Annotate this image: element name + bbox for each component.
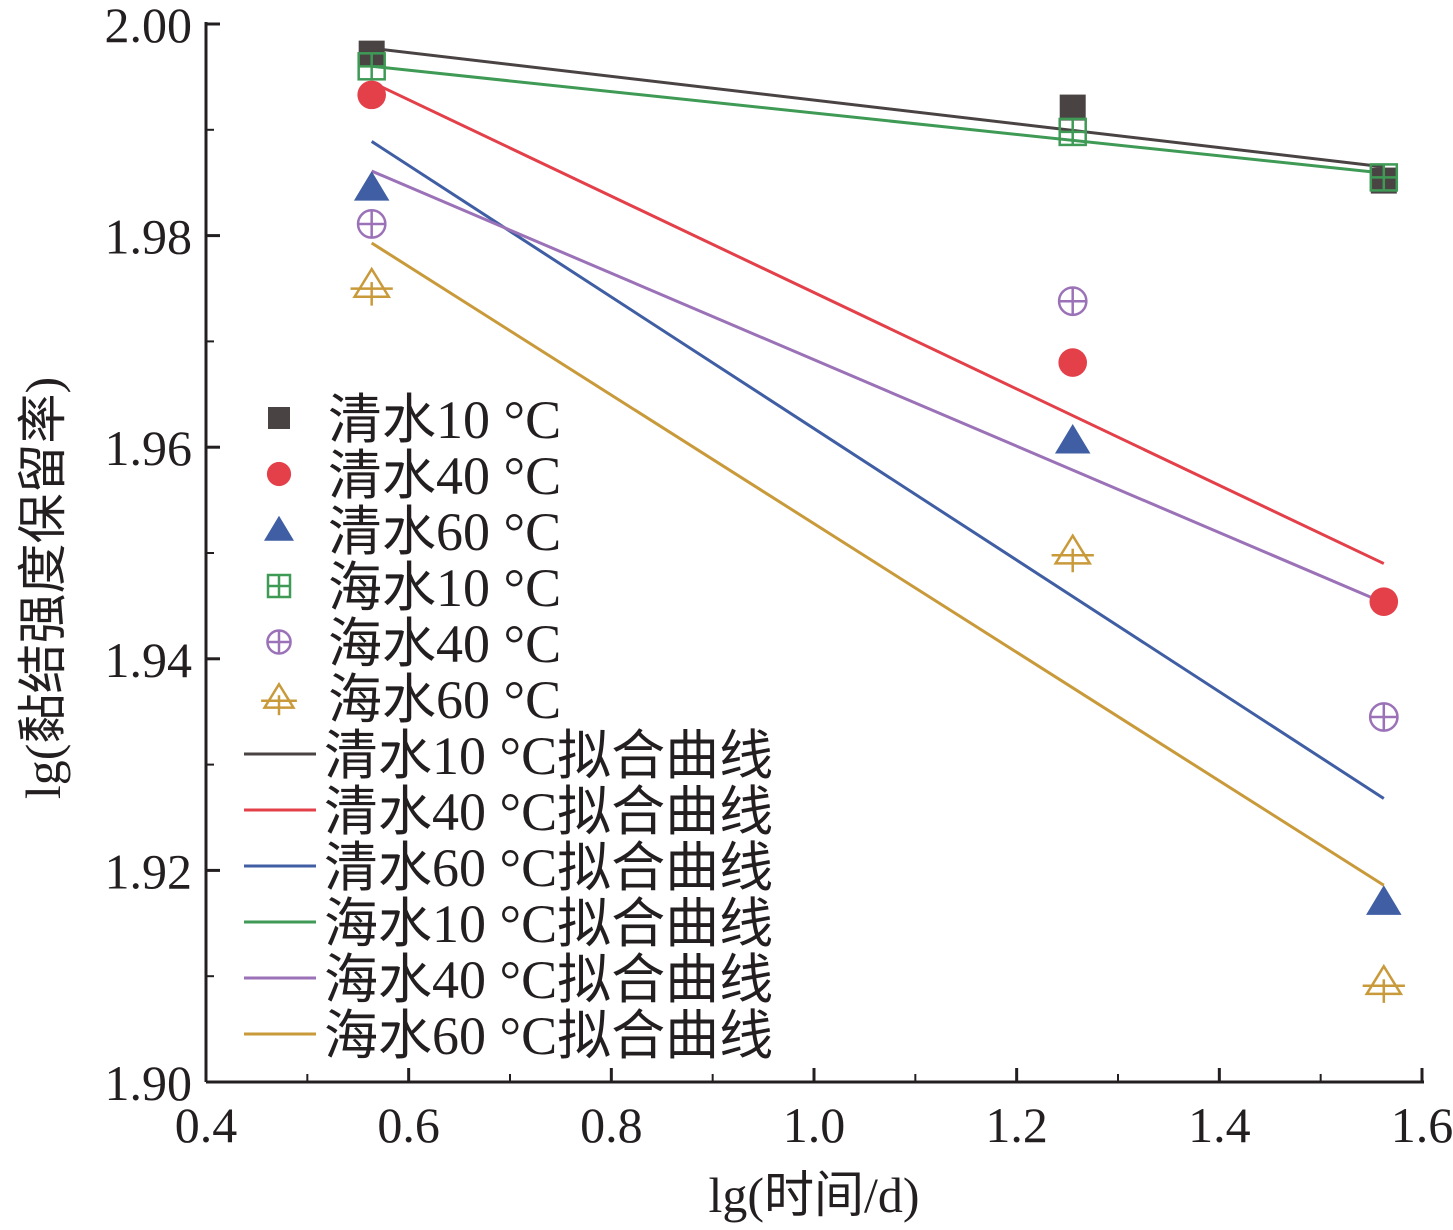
chart-axes: 0.4 0.6 0.8 1.0 1.2 1.4 1.6 1.90 1.92 1.94 1.96 1.9… <box>105 0 1453 1153</box>
data-point <box>1058 348 1088 377</box>
x-tick-label: 0.4 <box>175 1097 238 1153</box>
fit-line <box>371 46 1384 169</box>
x-tick-label: 1.2 <box>985 1097 1048 1153</box>
legend-label: 海水40 °C拟合曲线 <box>324 950 773 1010</box>
legend-marker <box>266 573 292 599</box>
legend-label: 清水40 °C拟合曲线 <box>324 782 773 842</box>
legend-marker <box>266 629 292 655</box>
data-point <box>1362 963 1405 1003</box>
fit-lines <box>370 46 1385 887</box>
data-point <box>1054 423 1091 454</box>
data-point <box>1369 587 1399 616</box>
data-point <box>1368 702 1399 732</box>
legend-label: 清水10 °C拟合曲线 <box>324 726 773 786</box>
fit-line <box>371 64 1384 175</box>
legend-label: 清水10 °C <box>328 390 561 450</box>
x-tick-label: 0.6 <box>377 1097 440 1153</box>
legend-label: 海水60 °C拟合曲线 <box>324 1006 773 1066</box>
y-tick-label: 1.96 <box>105 420 193 476</box>
fit-line <box>370 140 1385 800</box>
data-point <box>1366 885 1402 915</box>
legend-label: 海水10 °C <box>328 558 561 618</box>
data-point <box>1051 533 1094 573</box>
legend-label: 海水40 °C <box>328 614 561 674</box>
x-tick-label: 1.6 <box>1391 1097 1453 1153</box>
legend-marker <box>261 681 297 716</box>
y-tick-label: 1.90 <box>105 1055 193 1111</box>
data-point <box>357 80 386 110</box>
y-tick-label: 2.00 <box>105 0 193 53</box>
fit-line <box>370 241 1385 887</box>
y-tick-label: 1.98 <box>105 209 193 265</box>
legend-label: 清水60 °C拟合曲线 <box>324 838 773 898</box>
x-axis-title: lg(时间/d) <box>708 1167 919 1223</box>
y-axis-title: lg(黏结强度保留率) <box>15 377 71 799</box>
data-point <box>353 171 390 201</box>
data-point <box>356 209 387 239</box>
x-tick-label: 1.0 <box>783 1097 846 1153</box>
legend-marker <box>268 407 290 429</box>
data-point <box>1058 117 1087 147</box>
data-point <box>1059 94 1086 121</box>
legend-label: 清水60 °C <box>328 502 561 562</box>
fit-line <box>371 169 1385 605</box>
legend-label: 海水60 °C <box>328 670 561 730</box>
fit-line <box>371 80 1385 565</box>
x-tick-label: 1.4 <box>1188 1097 1251 1153</box>
data-point <box>357 52 386 81</box>
data-point <box>1057 286 1088 317</box>
legend-label: 海水10 °C拟合曲线 <box>324 894 773 954</box>
x-tick-label: 0.8 <box>580 1097 643 1153</box>
data-points <box>350 40 1405 1003</box>
y-tick-label: 1.92 <box>105 843 193 899</box>
data-point <box>1369 163 1399 192</box>
legend-label: 清水40 °C <box>328 446 561 506</box>
y-tick-label: 1.94 <box>105 632 193 688</box>
legend-marker <box>263 515 295 541</box>
data-point <box>350 266 393 306</box>
legend-marker <box>266 461 292 487</box>
